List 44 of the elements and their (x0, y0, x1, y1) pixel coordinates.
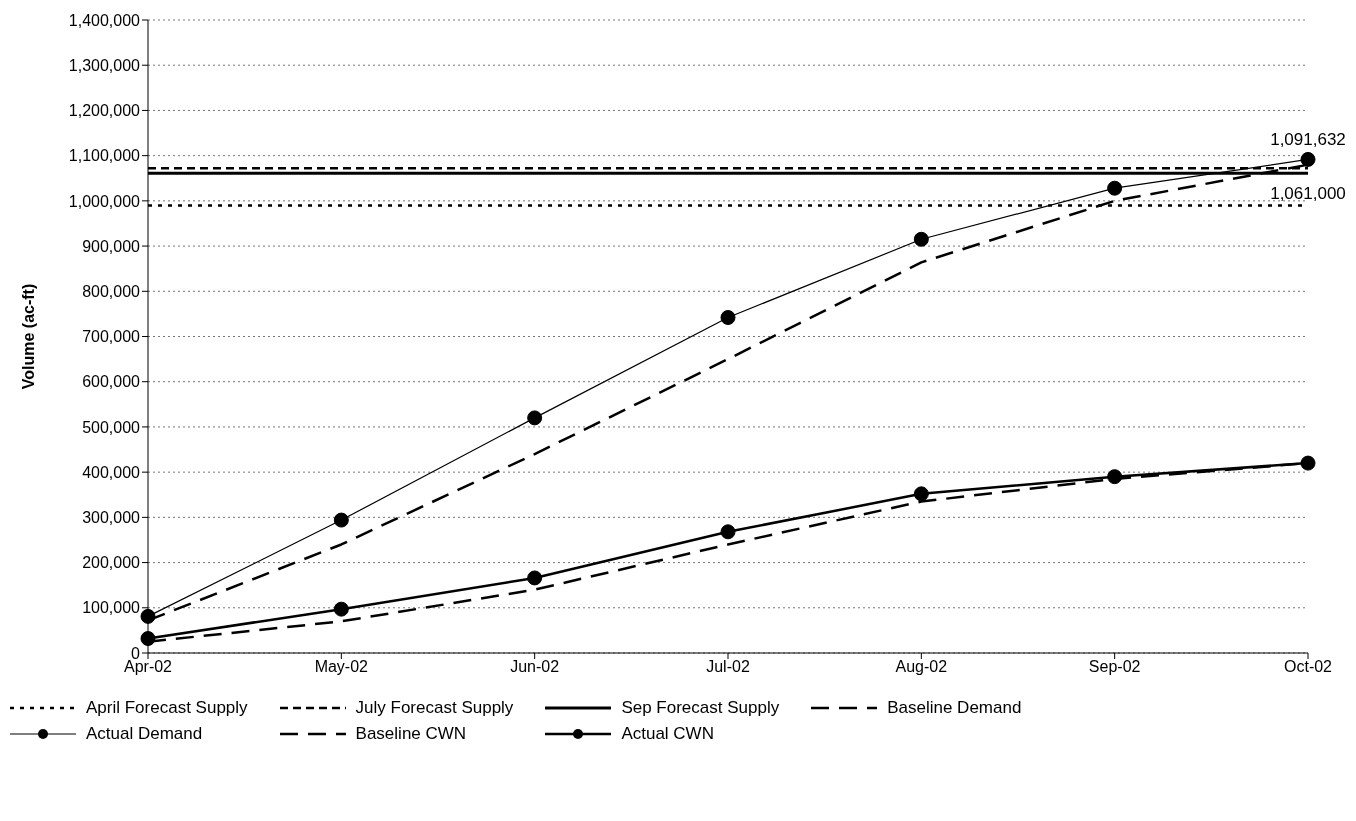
y-tick-label: 600,000 (82, 373, 141, 391)
point (140, 608, 156, 624)
legend-label: Baseline Demand (887, 698, 1022, 718)
legend-label: Baseline CWN (355, 724, 467, 744)
point (1107, 469, 1123, 485)
point (527, 410, 543, 426)
x-tick-label: May-02 (314, 658, 369, 676)
y-tick-label: 700,000 (82, 328, 141, 346)
legend-label: Actual CWN (621, 724, 714, 744)
y-tick-label: 1,400,000 (68, 11, 141, 29)
point (333, 512, 349, 528)
point (720, 310, 736, 326)
y-tick-label: 1,200,000 (68, 102, 141, 120)
point (1300, 151, 1316, 167)
legend-label: Sep Forecast Supply (621, 698, 780, 718)
x-tick-label: Jul-02 (706, 658, 750, 676)
point (913, 486, 929, 502)
point (140, 631, 156, 647)
y-tick-label: 1,300,000 (68, 56, 141, 74)
legend-label: July Forecast Supply (355, 698, 514, 718)
point (913, 231, 929, 247)
point (720, 524, 736, 540)
legend-label: Actual Demand (86, 724, 203, 744)
y-axis-title: Volume (ac-ft) (19, 283, 37, 390)
point (527, 570, 543, 586)
x-tick-label: Oct-02 (1283, 658, 1333, 676)
point (1107, 180, 1123, 196)
point (1300, 455, 1316, 471)
x-tick-label: Sep-02 (1088, 658, 1141, 676)
y-tick-label: 800,000 (82, 282, 141, 300)
annotation: 1,091,632 (1270, 130, 1346, 150)
y-tick-label: 400,000 (82, 463, 141, 481)
y-tick-label: 900,000 (82, 237, 141, 255)
y-tick-label: 1,000,000 (68, 192, 141, 210)
x-tick-label: Aug-02 (895, 658, 948, 676)
y-tick-label: 300,000 (82, 509, 141, 527)
y-tick-label: 1,100,000 (68, 147, 141, 165)
point (333, 601, 349, 617)
annotation: 1,061,000 (1270, 184, 1346, 204)
y-tick-label: 500,000 (82, 418, 141, 436)
y-tick-label: 200,000 (82, 554, 141, 572)
x-tick-label: Jun-02 (510, 658, 560, 676)
y-tick-label: 100,000 (82, 599, 141, 617)
legend-label: April Forecast Supply (86, 698, 248, 718)
